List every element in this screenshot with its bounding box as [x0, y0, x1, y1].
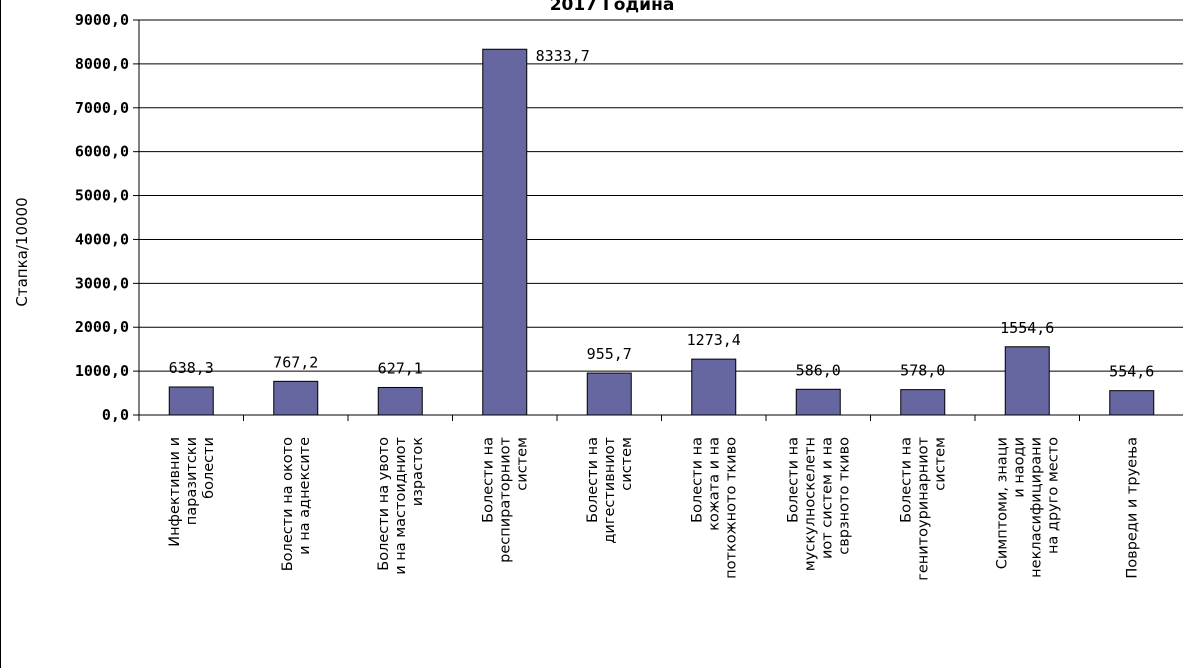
y-tick-label: 4000,0 [75, 230, 129, 248]
category-label-line: на друго место [1045, 437, 1061, 554]
category-label-line: Болести на [585, 437, 601, 523]
y-tick-label: 6000,0 [75, 143, 129, 161]
category-label: Болести на кожата и на поткожното ткиво [689, 437, 739, 579]
y-tick-label: 9000,0 [75, 11, 129, 29]
data-label: 767,2 [273, 353, 318, 371]
y-tick-label: 3000,0 [75, 274, 129, 292]
category-label-line: респираторниот [497, 436, 513, 562]
bar [377, 386, 423, 416]
category-label: Болести на дигестивниот систем [585, 436, 635, 543]
data-label: 638,3 [169, 359, 214, 377]
category-label: Болести на респираторниот систем [480, 436, 530, 562]
category-label: Болести на окото и на аднекситe [280, 437, 313, 571]
category-label-line: систем [619, 437, 635, 491]
category-label: Повреди и труења [1124, 437, 1140, 579]
category-label-line: Болести на [785, 437, 801, 523]
bar [795, 388, 841, 416]
bar [482, 48, 528, 416]
category-label-line: и на мастоидниот [393, 436, 409, 574]
y-tick-label: 8000,0 [75, 55, 129, 73]
category-label-line: систем [514, 437, 530, 491]
category-label-line: Болести на [480, 437, 496, 523]
y-axis-label: Стапка/10000 [13, 197, 31, 306]
y-tick-label: 0,0 [102, 406, 129, 424]
category-label-line: сврзното ткиво [836, 437, 852, 555]
category-label: Болести на генитоуринарниот систем [898, 436, 948, 580]
y-tick-label: 5000,0 [75, 187, 129, 205]
category-label-line: иот систем и на [819, 437, 835, 559]
bars [168, 48, 1155, 416]
data-label: 8333,7 [536, 47, 590, 65]
category-label-line: Симптоми, знаци [994, 437, 1010, 569]
y-tick-label: 1000,0 [75, 362, 129, 380]
category-label-line: и на аднекситe [297, 437, 313, 555]
category-label-line: Болести на [689, 437, 705, 523]
labels: 0,0 1000,0 2000,0 3000,0 4000,0 5000,0 6000,0 7… [75, 11, 1155, 581]
category-label-line: израсток [410, 437, 426, 507]
category-label: Инфективни и паразитски болести [167, 437, 217, 547]
category-label-line: Болести на увото [376, 437, 392, 571]
bar [586, 372, 632, 416]
category-label: Болести на мускулноскелетн иот систем и на… [785, 437, 852, 571]
category-label: Симптоми, знаци и наоди некласифицирани на … [994, 437, 1061, 578]
data-label: 1273,4 [687, 331, 741, 349]
category-label-line: мускулноскелетн [802, 437, 818, 571]
bar [273, 380, 319, 416]
category-label-line: Болести на окото [280, 437, 296, 571]
category-label-line: некласифицирани [1028, 437, 1044, 578]
chart-title: 2017 Година [550, 0, 675, 15]
data-label: 1554,6 [1000, 319, 1054, 337]
category-label-line: генитоуринарниот [915, 436, 931, 580]
gridlines [139, 19, 1183, 372]
category-label-line: Болести на [898, 437, 914, 523]
axes [133, 19, 1183, 421]
bar [168, 386, 214, 416]
data-label: 578,0 [900, 362, 945, 380]
y-tick-label: 7000,0 [75, 99, 129, 117]
data-label: 554,6 [1109, 363, 1154, 381]
data-label: 586,0 [796, 361, 841, 379]
bar [691, 358, 737, 416]
category-label: Болести на увото и на мастоидниот израсток [376, 436, 426, 574]
category-label-line: Инфективни и [167, 437, 183, 547]
data-label: 627,1 [378, 359, 423, 377]
category-label-line: болести [201, 437, 217, 499]
bar [900, 389, 946, 416]
category-label-line: дигестивниот [602, 436, 618, 543]
bar [1109, 390, 1155, 416]
category-label-line: Повреди и труења [1124, 437, 1140, 579]
category-label-line: и наоди [1011, 437, 1027, 498]
category-label-line: поткожното ткиво [723, 437, 739, 579]
bar [1004, 346, 1050, 416]
y-tick-label: 2000,0 [75, 318, 129, 336]
category-label-line: систем [932, 437, 948, 491]
data-label: 955,7 [587, 345, 632, 363]
category-label-line: паразитски [184, 437, 200, 525]
category-label-line: кожата и на [706, 437, 722, 531]
